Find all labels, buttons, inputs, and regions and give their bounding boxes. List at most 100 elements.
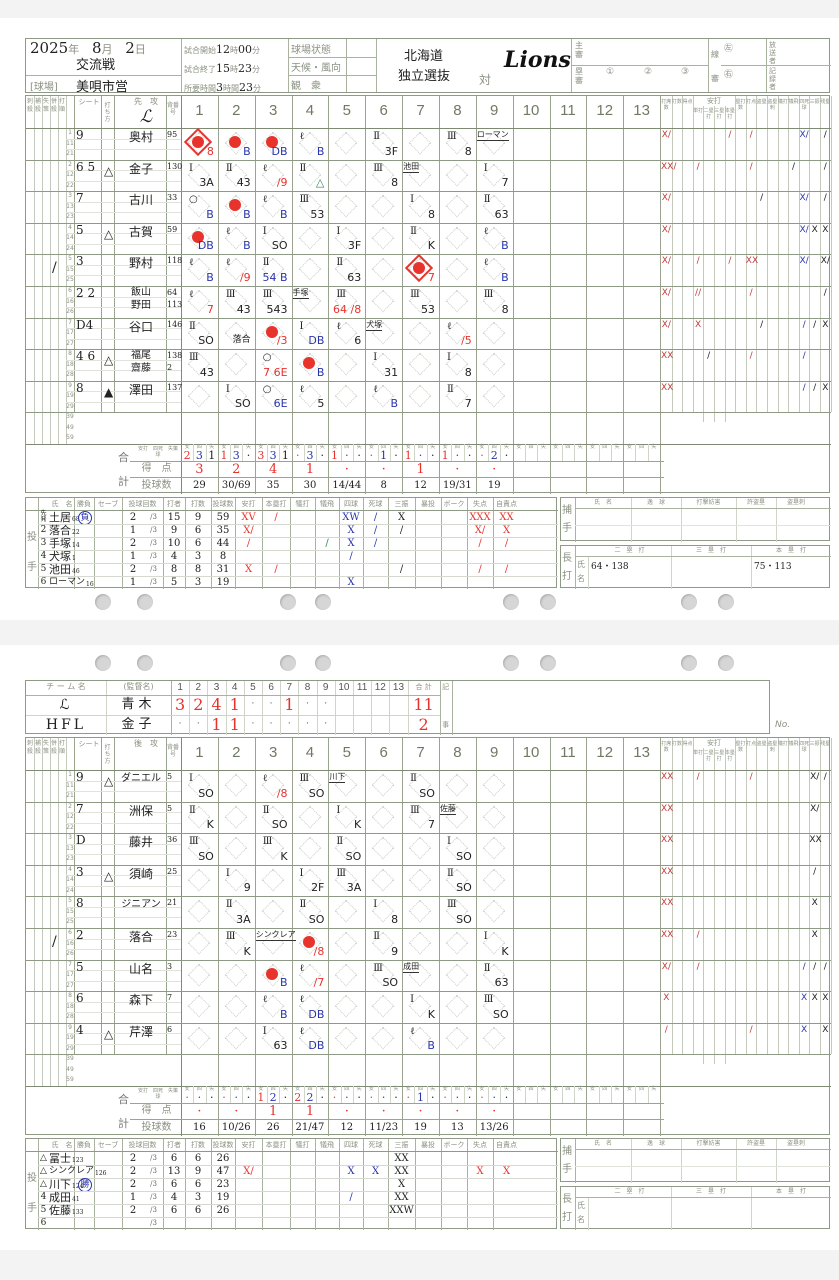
at-bat-cell[interactable]	[439, 286, 476, 318]
at-bat-cell[interactable]	[365, 223, 402, 255]
pitcher-row[interactable]	[38, 1191, 558, 1204]
at-bat-cell[interactable]: Ⅱ 3A	[218, 896, 255, 928]
at-bat-cell[interactable]: Ⅱ SO	[255, 802, 292, 834]
at-bat-cell[interactable]: Ⅲ SO	[292, 770, 329, 802]
at-bat-cell[interactable]	[439, 960, 476, 992]
player-name[interactable]: 古川	[128, 193, 153, 208]
batter-row[interactable]: 8 18 28 6 森下 7	[26, 991, 181, 1023]
pitcher-name[interactable]: 手塚	[49, 537, 71, 550]
at-bat-cell[interactable]: B	[292, 349, 329, 381]
pitcher-name[interactable]: 土居	[49, 511, 71, 524]
at-bat-cell[interactable]: B	[218, 191, 255, 223]
player-name[interactable]: 森下	[128, 993, 153, 1008]
at-bat-cell[interactable]: ℓ/9	[218, 254, 255, 286]
at-bat-cell[interactable]: Ⅰ DB	[292, 318, 329, 350]
at-bat-cell[interactable]: 8	[181, 127, 218, 160]
batter-row[interactable]: 5 15 25 / 3 野村 118	[26, 254, 182, 286]
at-bat-cell[interactable]: Ⅲ SO	[181, 833, 218, 865]
at-bat-cell[interactable]: Ⅱ SO	[402, 770, 439, 802]
at-bat-cell[interactable]	[439, 770, 476, 802]
at-bat-cell[interactable]	[365, 802, 402, 834]
at-bat-cell[interactable]: DB	[181, 223, 218, 255]
at-bat-cell[interactable]: ○ 6E	[255, 381, 292, 413]
at-bat-cell[interactable]: ○ B	[181, 191, 218, 223]
batter-row[interactable]: 2 12 22 7 洲保 5	[26, 802, 181, 834]
at-bat-cell[interactable]: Ⅱ SO	[439, 865, 476, 897]
at-bat-cell[interactable]: /8	[292, 928, 329, 960]
at-bat-cell[interactable]	[402, 128, 439, 160]
at-bat-cell[interactable]: ℓ/5	[439, 318, 476, 350]
batter-row[interactable]: 1 11 21 9 △ ダニエル 5	[26, 770, 181, 802]
at-bat-cell[interactable]	[255, 865, 292, 897]
at-bat-cell[interactable]	[218, 802, 255, 834]
at-bat-cell[interactable]: Ⅲ 53	[402, 286, 439, 318]
at-bat-cell[interactable]	[181, 1023, 218, 1055]
at-bat-cell[interactable]: ℓ/8	[255, 770, 292, 802]
at-bat-cell[interactable]: 落合	[218, 318, 255, 350]
at-bat-cell[interactable]	[328, 349, 365, 381]
at-bat-cell[interactable]	[476, 802, 513, 834]
at-bat-cell[interactable]	[328, 160, 365, 192]
player-name[interactable]: 山名	[128, 961, 153, 976]
at-bat-cell[interactable]: Ⅲ 53	[292, 191, 329, 223]
batter-row[interactable]: 4 14 24 3 △ 須崎 25	[26, 865, 181, 897]
at-bat-cell[interactable]	[292, 223, 329, 255]
at-bat-cell[interactable]	[365, 833, 402, 865]
batter-row[interactable]: 9 19 29 4 △ 芹澤 6	[26, 1023, 181, 1055]
at-bat-cell[interactable]: Ⅰ SO	[181, 770, 218, 802]
player-name[interactable]: 落合	[128, 930, 153, 944]
player-name[interactable]: 福尾 齋藤	[131, 350, 151, 375]
at-bat-cell[interactable]: ℓ/7	[292, 960, 329, 992]
pitcher-row[interactable]	[38, 550, 558, 563]
at-bat-cell[interactable]	[402, 381, 439, 413]
at-bat-cell[interactable]	[439, 160, 476, 192]
pitcher-name[interactable]: 犬塚	[49, 550, 71, 563]
batter-row[interactable]: 1 11 21 9 奥村 95	[26, 128, 181, 160]
player-name[interactable]: ダニエル	[121, 773, 161, 784]
pitcher-name[interactable]: 池田	[49, 563, 71, 576]
at-bat-cell[interactable]: Ⅲ 64 /8	[328, 286, 365, 318]
batter-row[interactable]: 5 15 25 8 ジニアン 21	[26, 896, 181, 928]
pitcher-row[interactable]	[38, 1217, 558, 1230]
at-bat-cell[interactable]	[476, 833, 513, 865]
at-bat-cell[interactable]	[365, 865, 402, 897]
at-bat-cell[interactable]	[402, 349, 439, 381]
at-bat-cell[interactable]: Ⅱ 63	[476, 960, 513, 992]
pitcher-name[interactable]: 成田	[49, 1191, 71, 1204]
at-bat-cell[interactable]: Ⅲ SO	[439, 896, 476, 928]
at-bat-cell[interactable]	[439, 928, 476, 960]
at-bat-cell[interactable]	[402, 318, 439, 350]
pitcher-row[interactable]	[38, 1204, 558, 1217]
at-bat-cell[interactable]	[402, 928, 439, 960]
at-bat-cell[interactable]: /3	[255, 318, 292, 350]
at-bat-cell[interactable]: Ⅲ 543	[255, 286, 292, 318]
at-bat-cell[interactable]	[181, 865, 218, 897]
at-bat-cell[interactable]	[402, 865, 439, 897]
player-name[interactable]: 藤井	[128, 835, 153, 850]
at-bat-cell[interactable]	[365, 286, 402, 318]
at-bat-cell[interactable]: Ⅲ 3A	[328, 865, 365, 897]
at-bat-cell[interactable]: DB	[255, 128, 292, 160]
at-bat-cell[interactable]: Ⅱ SO	[292, 896, 329, 928]
at-bat-cell[interactable]	[218, 833, 255, 865]
at-bat-cell[interactable]: Ⅱ 3F	[365, 128, 402, 160]
at-bat-cell[interactable]	[365, 770, 402, 802]
at-bat-cell[interactable]: Ⅱ △	[292, 160, 329, 192]
at-bat-cell[interactable]	[476, 865, 513, 897]
batter-row[interactable]: 3 13 23 D 藤井 36	[26, 833, 181, 865]
at-bat-cell[interactable]: Ⅰ 3F	[328, 223, 365, 255]
